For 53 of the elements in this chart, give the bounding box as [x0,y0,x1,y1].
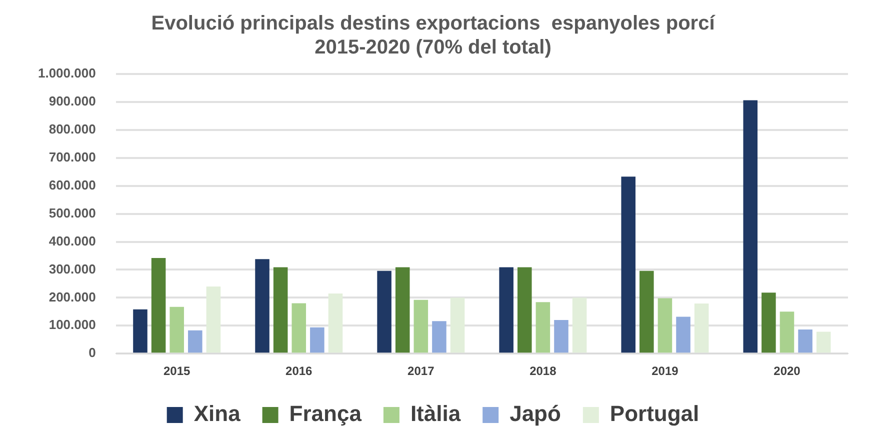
bar [206,286,221,353]
bar [762,292,776,353]
bar [640,270,654,353]
y-tick-label: 800.000 [48,122,96,136]
legend-label: França [289,401,362,426]
y-tick-label: 0 [88,345,96,360]
bar [780,312,794,353]
bar [554,320,568,353]
y-tick-label: 300.000 [48,261,96,276]
legend-label: Japó [510,401,561,426]
bar [273,267,288,353]
bar [170,306,184,353]
bar [377,270,392,353]
bar [572,298,587,353]
x-tick-label: 2020 [774,364,801,378]
bar [499,267,514,353]
bar [188,330,202,353]
bar [658,298,672,353]
y-tick-label: 1.000.000 [38,66,96,81]
y-tick-label: 600.000 [48,177,96,192]
y-tick-label: 100.000 [48,317,96,332]
bar [798,330,812,353]
bar [816,332,831,353]
bar [292,303,306,353]
bar [743,100,758,353]
x-tick-label: 2016 [286,364,313,378]
y-tick-label: 500.000 [48,205,96,220]
bar [621,176,636,353]
x-tick-label: 2017 [408,364,435,378]
y-tick-label: 700.000 [48,149,96,164]
y-tick-label: 900.000 [48,94,96,109]
bar [310,327,324,353]
legend-label: Itàlia [410,401,462,426]
bar [328,293,343,353]
bar [676,316,690,353]
bar [517,267,532,353]
bar [151,258,166,353]
bar [536,302,550,353]
y-tick-label: 400.000 [48,233,96,248]
bar [432,321,446,353]
bar [395,267,410,353]
legend-label: Portugal [610,401,700,426]
chart-title: Evolució principals destins exportacions espanyoles porcí 2015-2020 (70% del total) [151,12,716,59]
y-tick-label: 200.000 [48,289,96,304]
legend-label: Xina [194,401,242,426]
bar [255,259,270,353]
bar [450,298,465,353]
bar [414,300,428,353]
bar [694,304,709,353]
x-tick-label: 2019 [652,364,679,378]
x-tick-label: 2018 [530,364,557,378]
x-tick-label: 2015 [163,364,191,378]
bar [133,309,148,353]
